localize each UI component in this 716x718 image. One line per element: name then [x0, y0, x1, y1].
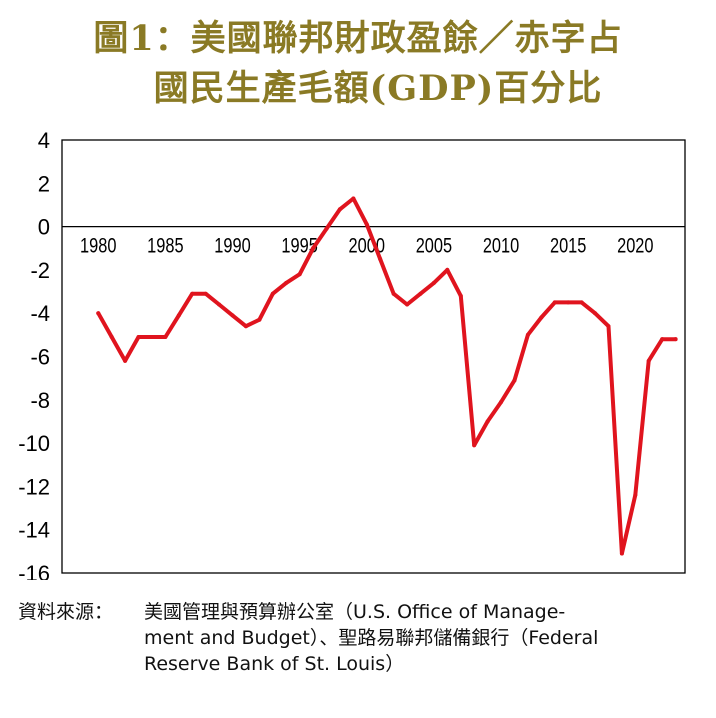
chart-title-line-1: 圖1：美國聯邦財政盈餘／赤字占: [93, 18, 623, 59]
data-point: [499, 399, 504, 404]
data-point: [311, 246, 316, 251]
data-point: [96, 311, 101, 316]
data-point: [405, 302, 410, 307]
data-point: [337, 207, 342, 212]
y-tick-label: -8: [30, 388, 50, 413]
y-tick-label: -2: [30, 258, 50, 283]
data-point: [445, 267, 450, 272]
data-point: [633, 493, 638, 498]
data-point: [525, 332, 530, 337]
y-tick-label: 0: [38, 215, 50, 240]
source-label: 資料來源：: [18, 601, 114, 623]
data-point: [324, 226, 329, 231]
data-point: [539, 315, 544, 320]
data-point: [176, 313, 181, 318]
data-point: [606, 324, 611, 329]
data-point: [673, 337, 678, 342]
x-tick-label: 1985: [147, 234, 183, 257]
y-tick-label: -6: [30, 345, 50, 370]
source-line-1: 美國管理與預算辦公室（U.S. Office of Manage-: [144, 601, 566, 623]
chart-title-line-2: 國民生產毛額(GDP)百分比: [153, 68, 603, 109]
line-chart: 4 2 0 -2 -4 -6 -8 -10 -12 -14 -16 1980 1985 1990 1995 2…: [18, 128, 686, 580]
data-point: [243, 324, 248, 329]
y-tick-label: -12: [18, 474, 50, 499]
source-line-3: Reserve Bank of St. Louis）: [144, 653, 405, 675]
x-tick-label: 2015: [550, 234, 586, 257]
series-line: [96, 196, 678, 556]
data-point: [458, 293, 463, 298]
source-text: 美國管理與預算辦公室（U.S. Office of Manage- ment a…: [144, 599, 704, 677]
x-tick-label: 1990: [214, 234, 250, 257]
y-tick-label: 2: [38, 171, 50, 196]
x-tick-label: 1980: [80, 234, 116, 257]
data-point: [566, 300, 571, 305]
data-point: [190, 291, 195, 296]
y-tick-label: -4: [30, 301, 50, 326]
data-point: [619, 551, 624, 556]
x-tick-label: 2010: [483, 234, 519, 257]
data-point: [431, 280, 436, 285]
data-point: [203, 291, 208, 296]
y-tick-label: 4: [38, 128, 50, 153]
data-point: [297, 272, 302, 277]
data-point: [109, 335, 114, 340]
data-point: [351, 196, 356, 201]
data-point: [579, 300, 584, 305]
data-point: [391, 291, 396, 296]
data-point: [284, 280, 289, 285]
data-point: [485, 419, 490, 424]
data-point: [512, 378, 517, 383]
data-point: [136, 335, 141, 340]
data-point: [270, 291, 275, 296]
data-point: [418, 291, 423, 296]
data-point: [163, 335, 168, 340]
data-point: [364, 222, 369, 227]
data-point: [660, 337, 665, 342]
data-point: [123, 358, 128, 363]
plot-frame: [61, 139, 686, 574]
data-point: [472, 443, 477, 448]
data-point: [149, 335, 154, 340]
data-point: [646, 358, 651, 363]
data-point: [552, 300, 557, 305]
x-tick-label: 1995: [281, 234, 317, 257]
data-point: [230, 313, 235, 318]
x-tick-label: 2005: [416, 234, 452, 257]
chart-title: 圖1：美國聯邦財政盈餘／赤字占 國民生產毛額(GDP)百分比: [0, 14, 716, 114]
x-tick-label: 2020: [617, 234, 653, 257]
source-line-2: ment and Budget）、聖路易聯邦儲備銀行（Federal: [144, 627, 599, 649]
y-tick-label: -16: [18, 561, 50, 580]
y-tick-label: -14: [18, 518, 50, 543]
data-point: [378, 257, 383, 262]
data-point: [257, 317, 262, 322]
data-point: [593, 311, 598, 316]
y-tick-label: -10: [18, 431, 50, 456]
data-point: [217, 302, 222, 307]
